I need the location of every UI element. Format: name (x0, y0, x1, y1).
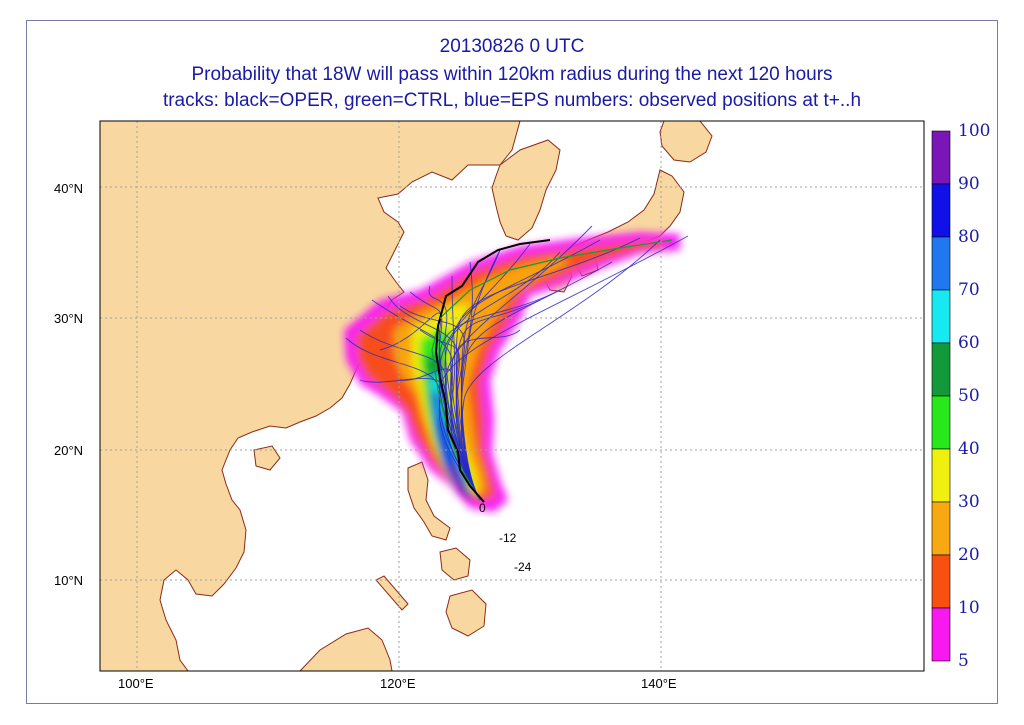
colorbar-segment (931, 448, 951, 503)
colorbar-label-70: 70 (958, 280, 980, 300)
colorbar-label-50: 50 (958, 386, 980, 406)
lon-label-100e: 100°E (118, 676, 154, 691)
colorbar-label-20: 20 (958, 545, 980, 565)
ensemble-tracks (345, 225, 689, 503)
colorbar-label-100: 100 (958, 121, 991, 141)
figure-frame (26, 20, 998, 704)
oper-track (434, 239, 551, 503)
gridlines (100, 121, 924, 671)
colorbar-label-80: 80 (958, 227, 980, 247)
palawan (375, 575, 409, 611)
colorbar-segment (931, 130, 951, 185)
colorbar-segment (931, 236, 951, 291)
visayas (439, 547, 471, 581)
eps-track (460, 249, 501, 501)
hainan (253, 445, 281, 471)
colorbar-label-30: 30 (958, 492, 980, 512)
colorbar-segment (931, 395, 951, 450)
observed-position-0: 0 (479, 501, 486, 515)
lat-label-30n: 30°N (54, 311, 84, 326)
korea-peninsula (491, 139, 561, 241)
colorbar-segment (931, 501, 951, 556)
lat-label-20n: 20°N (54, 443, 84, 458)
colorbar-segment (931, 289, 951, 344)
title-legend-note: tracks: black=OPER, green=CTRL, blue=EPS… (162, 90, 862, 111)
colorbar-segment (931, 607, 951, 662)
observed-position-minus-12: -12 (499, 531, 517, 545)
lat-label-40n: 40°N (54, 181, 84, 196)
eps-track (379, 312, 481, 501)
mindanao (445, 589, 487, 637)
colorbar-segment (931, 183, 951, 238)
colorbar-label-10: 10 (958, 598, 980, 618)
lon-label-120e: 120°E (380, 676, 416, 691)
colorbar-segment (931, 554, 951, 609)
eps-track (419, 329, 481, 501)
luzon (407, 461, 451, 541)
mainland-asia (100, 121, 521, 671)
eps-track (438, 289, 561, 501)
colorbar-label-90: 90 (958, 174, 980, 194)
colorbar-label-40: 40 (958, 439, 980, 459)
eps-track (450, 275, 481, 501)
borneo (299, 627, 393, 671)
title-main: Probability that 18W will pass within 12… (191, 64, 833, 85)
colorbar-label-5: 5 (958, 651, 969, 671)
title-date: 20130826 0 UTC (439, 36, 585, 57)
colorbar-segment (931, 342, 951, 397)
observed-position-minus-24: -24 (514, 560, 532, 574)
probability-colorbar (931, 130, 951, 662)
lon-label-140e: 140°E (641, 676, 677, 691)
map-border (99, 120, 925, 672)
swath-band (450, 460, 476, 500)
colorbar-label-60: 60 (958, 333, 980, 353)
lat-label-10n: 10°N (54, 573, 84, 588)
